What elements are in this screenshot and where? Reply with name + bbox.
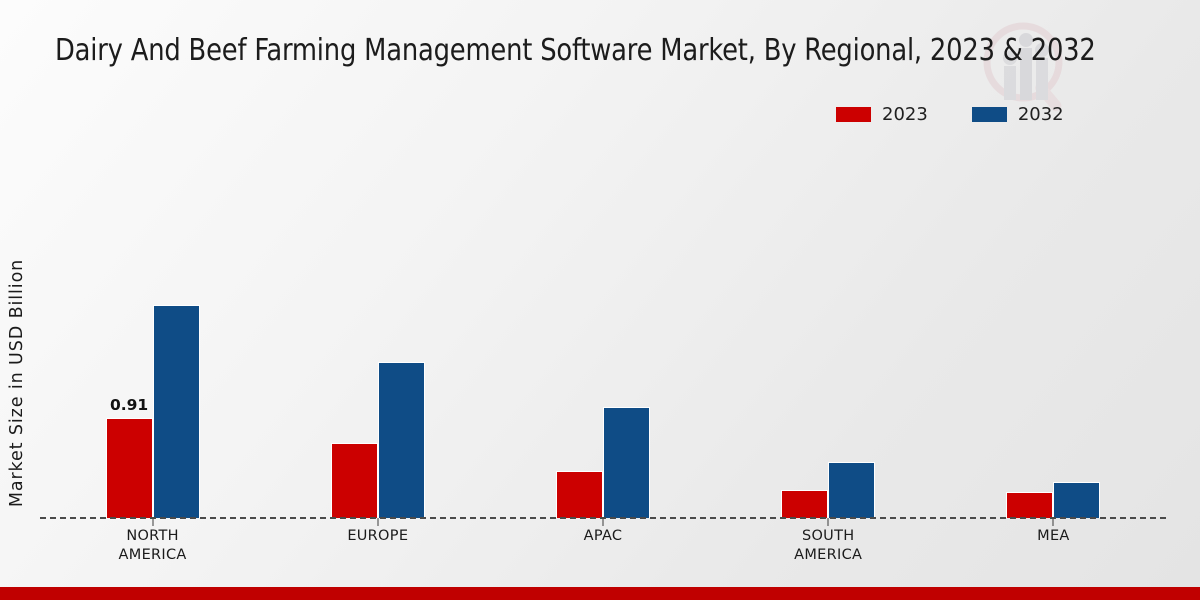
x-axis-category-label: APAC	[583, 528, 623, 544]
bar-2023[interactable]	[105, 418, 153, 518]
bar-wrapper	[603, 150, 650, 518]
y-axis-title-text: Market Size in USD Billion	[7, 258, 28, 508]
bar-wrapper	[828, 150, 876, 518]
x-axis-tick	[1052, 518, 1054, 526]
x-axis-tick	[827, 518, 829, 526]
bar-2023[interactable]	[330, 443, 378, 518]
bar-value-label: 0.91	[109, 396, 149, 414]
bar-group: 0.91 NORTH AMERICA	[40, 150, 265, 563]
legend-swatch-2023	[836, 107, 871, 122]
x-axis-category-label: SOUTH AMERICA	[794, 528, 863, 563]
y-axis-title: Market Size in USD Billion	[0, 218, 34, 548]
legend-item-2032[interactable]: 2032	[971, 104, 1064, 125]
bar-wrapper	[152, 150, 200, 518]
x-axis-category-label: NORTH AMERICA	[118, 528, 187, 563]
bar-2023[interactable]	[781, 490, 829, 518]
x-axis-tick	[152, 518, 154, 526]
x-axis-category-label: MEA	[1037, 528, 1070, 544]
bar-group-bars	[330, 150, 425, 518]
bar-2032[interactable]	[603, 407, 650, 518]
chart-legend: 2023 2032	[836, 104, 1064, 125]
bar-2032[interactable]	[152, 305, 200, 518]
bar-wrapper	[1006, 150, 1054, 518]
x-axis-tick	[377, 518, 379, 526]
bar-wrapper	[1053, 150, 1101, 518]
bar-wrapper	[377, 150, 425, 518]
legend-swatch-2032	[971, 107, 1007, 122]
bar-wrapper	[556, 150, 603, 518]
bar-group: SOUTH AMERICA	[716, 150, 941, 563]
bar-group: MEA	[941, 150, 1166, 544]
bar-group-bars	[556, 150, 650, 518]
bar-wrapper: 0.91	[105, 150, 153, 518]
bar-wrapper	[781, 150, 829, 518]
legend-label-2023: 2023	[882, 104, 928, 125]
footer-strip	[0, 587, 1200, 600]
bar-group: APAC	[490, 150, 715, 544]
bar-group-bars	[781, 150, 876, 518]
legend-item-2023[interactable]: 2023	[836, 104, 928, 125]
bar-2032[interactable]	[377, 362, 425, 518]
plot-area: 0.91 NORTH AMERICA EUROPE APAC SOUTH AMERICA…	[40, 150, 1166, 563]
bar-group-bars: 0.91	[105, 150, 200, 518]
bar-2032[interactable]	[1053, 482, 1101, 518]
bar-group-bars	[1006, 150, 1101, 518]
bar-2032[interactable]	[828, 462, 876, 518]
x-axis-baseline	[40, 517, 1166, 519]
bar-2023[interactable]	[1006, 492, 1054, 518]
chart-title: Dairy And Beef Farming Management Softwa…	[55, 33, 1096, 68]
bar-wrapper	[330, 150, 378, 518]
bar-group: EUROPE	[265, 150, 490, 544]
x-axis-category-label: EUROPE	[347, 528, 409, 544]
legend-label-2032: 2032	[1017, 104, 1064, 125]
bar-2023[interactable]	[556, 471, 603, 518]
x-axis-tick	[602, 518, 604, 526]
